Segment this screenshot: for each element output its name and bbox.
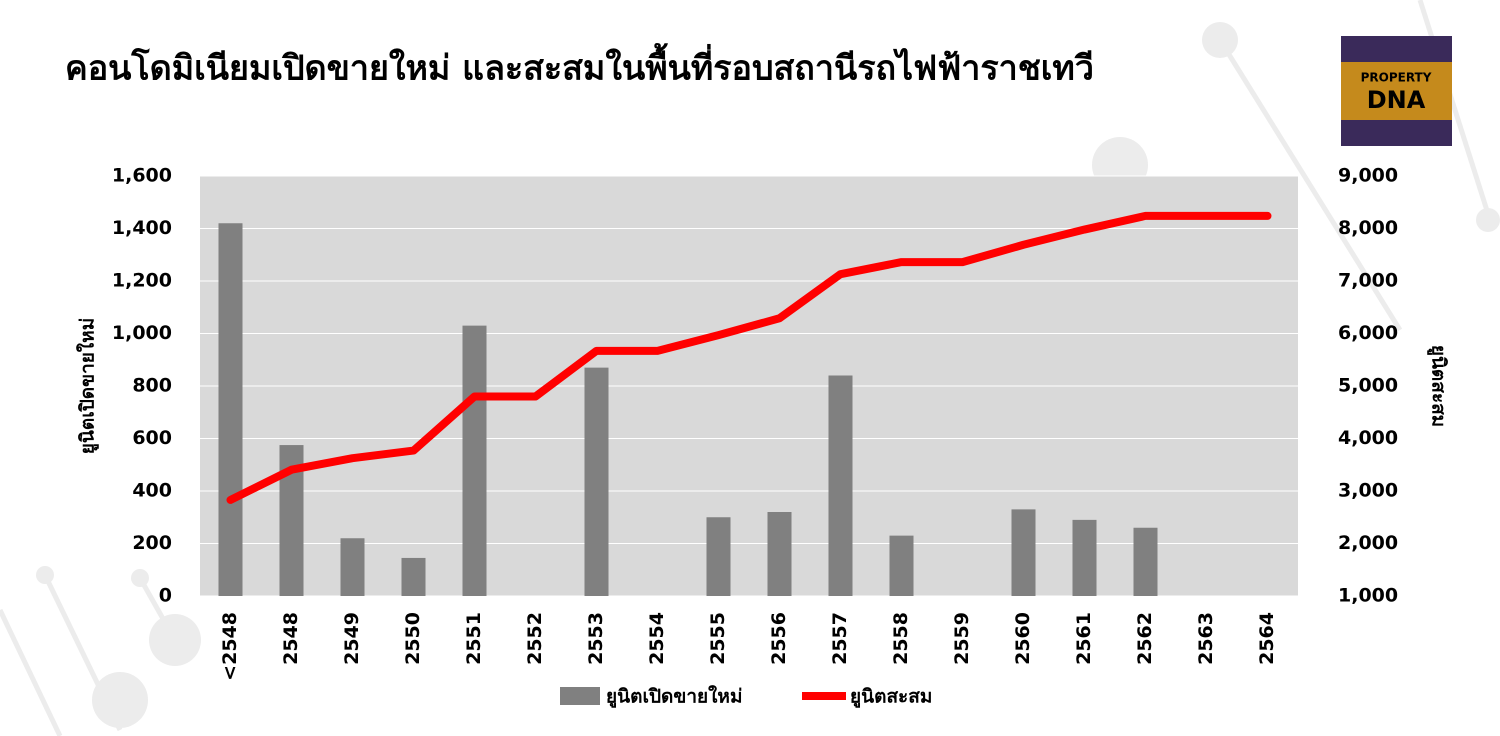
bar (462, 325, 487, 596)
x-tick-label: 2562 (1134, 612, 1156, 665)
y-axis-title: ยูนิตเปิดขายใหม่ (76, 318, 100, 454)
x-tick-label: 2564 (1256, 612, 1278, 665)
legend-swatch (560, 687, 600, 705)
x-tick-label: 2563 (1195, 612, 1217, 665)
x-tick-label: 2557 (829, 612, 851, 665)
y-tick-label: 1,200 (112, 270, 172, 292)
x-tick-label: 2552 (524, 612, 546, 665)
y2-tick-label: 9,000 (1338, 165, 1398, 187)
y-tick-label: 1,400 (112, 217, 172, 239)
bar (706, 517, 731, 596)
chart-title: คอนโดมิเนียมเปิดขายใหม่ และสะสมในพื้นที่… (65, 43, 1094, 89)
x-tick-label: 2548 (280, 612, 302, 665)
logo-text: PROPERTY (1361, 71, 1432, 85)
bar (1133, 527, 1158, 596)
x-tick-label: 2560 (1012, 612, 1034, 665)
y2-tick-label: 8,000 (1338, 217, 1398, 239)
y2-axis-title: ยูนิตสะสม (1427, 345, 1450, 427)
bar (401, 557, 426, 596)
y2-tick-label: 2,000 (1338, 532, 1398, 554)
legend-label: ยูนิตสะสม (850, 686, 932, 709)
bar (218, 223, 243, 596)
y2-tick-label: 1,000 (1338, 585, 1398, 607)
bar (828, 375, 853, 596)
bar (889, 535, 914, 596)
y2-tick-label: 7,000 (1338, 270, 1398, 292)
x-tick-label: 2561 (1073, 612, 1095, 665)
x-tick-label: 2555 (707, 612, 729, 665)
bar (767, 512, 792, 596)
line (226, 211, 1272, 504)
logo: PROPERTY DNA (1341, 36, 1452, 146)
x-tick-label: 2556 (768, 612, 790, 665)
x-tick-label: 2549 (341, 612, 363, 665)
logo-band (1341, 36, 1452, 62)
logo-text: DNA (1367, 86, 1426, 114)
x-tick-label: 2559 (951, 612, 973, 665)
legend-label: ยูนิตเปิดขายใหม่ (606, 685, 742, 709)
bar (1011, 509, 1036, 596)
y-tick-label: 0 (159, 585, 172, 607)
y-tick-label: 800 (132, 375, 172, 397)
y2-tick-label: 5,000 (1338, 375, 1398, 397)
y2-tick-label: 6,000 (1338, 322, 1398, 344)
y-tick-label: 200 (132, 532, 172, 554)
bar (1072, 519, 1097, 596)
x-tick-label: 2554 (646, 612, 668, 665)
y-tick-label: 600 (132, 427, 172, 449)
x-tick-label: 2551 (463, 612, 485, 665)
x-tick-label: <2548 (219, 612, 241, 681)
x-tick-label: 2550 (402, 612, 424, 665)
y-tick-label: 1,600 (112, 165, 172, 187)
y2-tick-label: 3,000 (1338, 480, 1398, 502)
y2-tick-label: 4,000 (1338, 427, 1398, 449)
x-tick-label: 2558 (890, 612, 912, 665)
y-tick-label: 1,000 (112, 322, 172, 344)
bar (340, 538, 365, 596)
x-tick-label: 2553 (585, 612, 607, 665)
y-tick-label: 400 (132, 480, 172, 502)
bar (584, 367, 609, 596)
logo-band (1341, 120, 1452, 146)
